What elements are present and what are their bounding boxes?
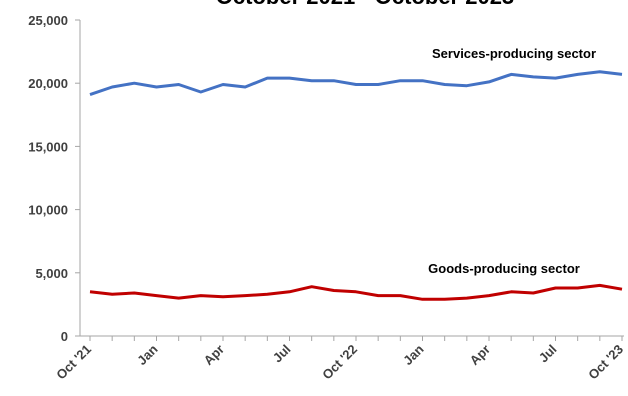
y-tick-label: 5,000: [35, 266, 68, 281]
y-tick-label: 25,000: [28, 13, 68, 28]
y-tick-label: 20,000: [28, 76, 68, 91]
series-line-services: [89, 70, 623, 97]
x-tick-label: Apr: [201, 342, 227, 368]
axes: [75, 19, 624, 341]
x-tick-label: Jan: [400, 341, 426, 367]
y-tick-label: 10,000: [28, 203, 68, 218]
y-tick-label: 0: [61, 329, 68, 344]
chart-title: October 2021 - October 2023: [216, 0, 514, 9]
x-tick-label: Apr: [467, 342, 493, 368]
x-tick-label: Jul: [536, 342, 560, 366]
y-axis-tick-labels: 0 5,000 10,000 15,000 20,000 25,000: [28, 13, 68, 344]
x-axis-tick-labels: Oct '21 Jan Apr Jul Oct '22 Jan Apr Jul Oct '23: [53, 341, 626, 382]
series-line-goods: [89, 283, 623, 301]
series-label-goods: Goods-producing sector: [428, 261, 580, 276]
x-tick-label: Oct '23: [585, 342, 626, 383]
x-tick-label: Oct '21: [53, 342, 94, 383]
series-lines: [89, 70, 623, 301]
y-tick-label: 15,000: [28, 139, 68, 154]
x-tick-label: Oct '22: [319, 342, 360, 383]
series-labels: Services-producing sector Goods-producing…: [428, 46, 596, 276]
x-tick-label: Jul: [270, 342, 294, 366]
x-tick-label: Jan: [134, 341, 160, 367]
series-label-services: Services-producing sector: [432, 46, 596, 61]
